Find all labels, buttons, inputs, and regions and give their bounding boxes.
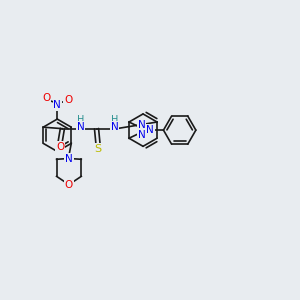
Text: H: H [77,116,84,125]
Text: N: N [65,154,73,164]
Text: O: O [56,142,64,152]
Text: O: O [65,180,73,190]
Text: N: N [146,125,154,135]
Text: N: N [77,122,85,132]
Text: N: N [53,100,61,110]
Text: N: N [137,130,145,140]
Text: O: O [64,95,73,105]
Text: N: N [137,120,145,130]
Text: N: N [111,122,119,132]
Text: S: S [94,144,102,154]
Text: H: H [111,116,118,125]
Text: O: O [42,94,50,103]
